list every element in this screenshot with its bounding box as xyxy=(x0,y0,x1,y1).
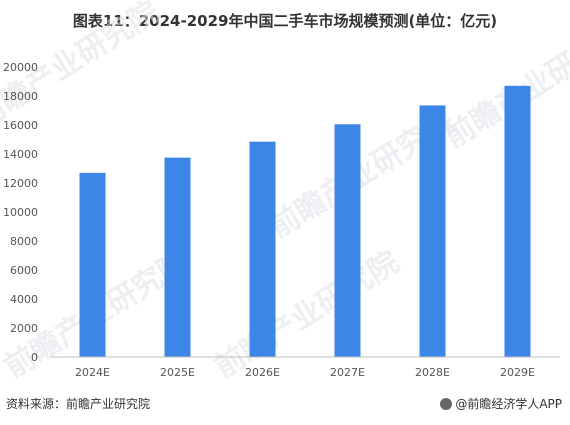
y-tick-label: 2000 xyxy=(10,322,38,335)
brand-credit-text: @前瞻经济学人APP xyxy=(455,397,562,411)
bar xyxy=(249,141,276,357)
y-axis: 0 2000 4000 6000 8000 10000 12000 14000 16000 180… xyxy=(3,61,38,364)
x-tick-label: 2025E xyxy=(160,366,195,379)
x-tick-label: 2029E xyxy=(500,366,535,379)
y-tick-label: 20000 xyxy=(3,61,38,74)
source-note: 资料来源：前瞻产业研究院 xyxy=(6,397,151,411)
y-tick-label: 16000 xyxy=(3,119,38,132)
y-tick-label: 14000 xyxy=(3,148,38,161)
y-tick-label: 4000 xyxy=(10,293,38,306)
brand-logo-icon xyxy=(440,397,453,410)
x-tick-label: 2028E xyxy=(415,366,450,379)
bars xyxy=(79,85,531,358)
x-tick-label: 2026E xyxy=(245,366,280,379)
bar xyxy=(79,172,106,357)
y-tick-label: 0 xyxy=(31,351,38,364)
y-tick-label: 6000 xyxy=(10,264,38,277)
y-tick-label: 12000 xyxy=(3,177,38,190)
x-axis: 2024E 2025E 2026E 2027E 2028E 2029E xyxy=(50,356,560,379)
x-tick-label: 2024E xyxy=(75,366,110,379)
brand-credit: @前瞻经济学人APP xyxy=(440,395,562,412)
bar xyxy=(164,157,191,357)
chart-title: 图表11：2024-2029年中国二手车市场规模预测(单位：亿元) xyxy=(72,12,498,30)
bar xyxy=(334,124,361,358)
y-tick-label: 10000 xyxy=(3,206,38,219)
y-tick-label: 8000 xyxy=(10,235,38,248)
bar xyxy=(419,105,446,357)
x-tick-label: 2027E xyxy=(330,366,365,379)
y-tick-label: 18000 xyxy=(3,90,38,103)
bar xyxy=(504,85,531,357)
